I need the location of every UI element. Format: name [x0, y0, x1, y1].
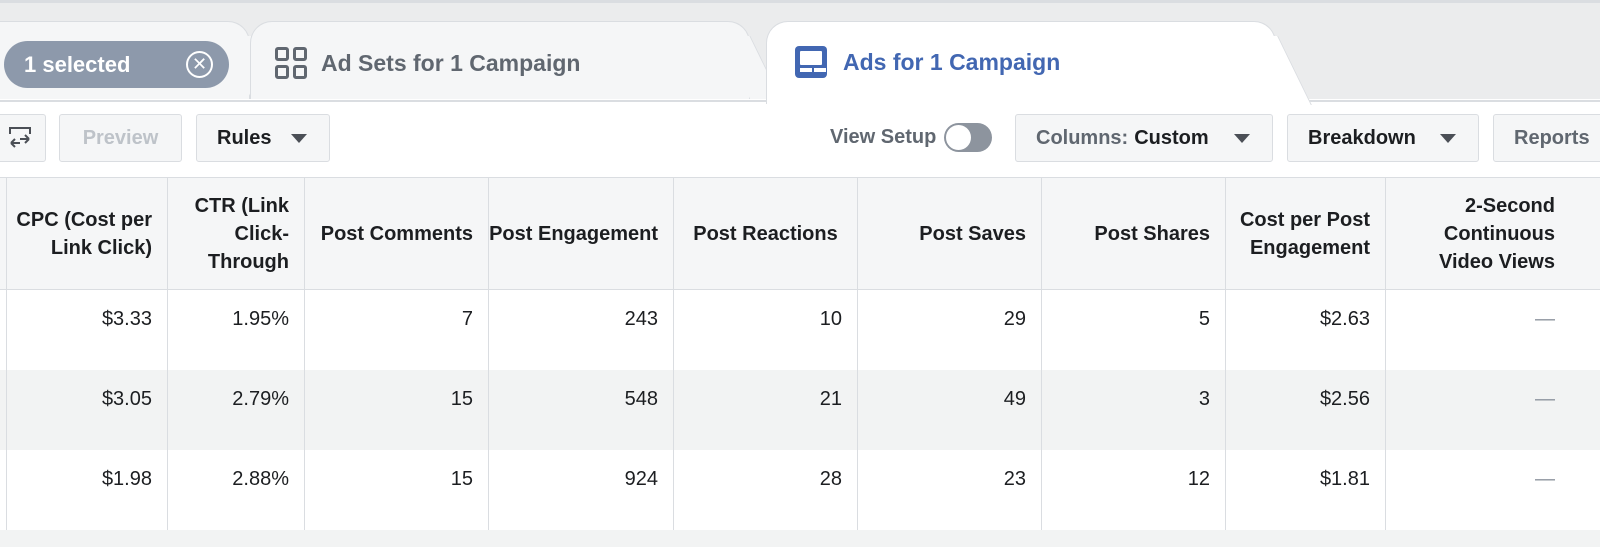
- table-cell: 924: [488, 450, 673, 530]
- rules-dropdown[interactable]: Rules: [196, 114, 330, 162]
- column-header[interactable]: Post Comments: [304, 178, 488, 289]
- tab-ads[interactable]: [766, 21, 1276, 104]
- table-cell: 3: [1041, 370, 1225, 450]
- table-cell: $1.98: [6, 450, 167, 530]
- export-button[interactable]: [0, 114, 46, 162]
- ad-icon: [795, 46, 827, 78]
- columns-prefix: Columns:: [1036, 126, 1129, 149]
- table-cell: 7: [304, 290, 488, 370]
- table-cell: 2.79%: [167, 370, 304, 450]
- table-cell: 243: [488, 290, 673, 370]
- breakdown-dropdown[interactable]: Breakdown: [1287, 114, 1479, 162]
- table-cell: 23: [857, 450, 1041, 530]
- table-cell: 12: [1041, 450, 1225, 530]
- table-cell: $3.33: [6, 290, 167, 370]
- tab-ad-sets-label: Ad Sets for 1 Campaign: [321, 49, 581, 76]
- tab-ads-label-wrap[interactable]: Ads for 1 Campaign: [795, 46, 1060, 78]
- breakdown-label: Breakdown: [1308, 126, 1416, 149]
- table-header: CPC (Cost per Link Click) CTR (Link Clic…: [0, 178, 1600, 290]
- view-setup-label: View Setup: [830, 126, 937, 148]
- export-arrows-icon: [9, 127, 31, 148]
- view-setup: View Setup: [830, 123, 993, 152]
- toggle-knob: [945, 124, 973, 151]
- table-cell: $2.63: [1225, 290, 1385, 370]
- column-header[interactable]: Post Engagement: [488, 178, 673, 289]
- column-header[interactable]: Post Shares: [1041, 178, 1225, 289]
- clear-selection-icon[interactable]: ✕: [186, 51, 213, 78]
- table-cell: 21: [673, 370, 857, 450]
- table-cell: 5: [1041, 290, 1225, 370]
- columns-value: Custom: [1134, 126, 1209, 149]
- selected-count-label: 1 selected: [24, 51, 131, 77]
- preview-button[interactable]: Preview: [59, 114, 182, 162]
- caret-down-icon: [291, 134, 307, 143]
- column-header[interactable]: CPC (Cost per Link Click): [6, 178, 167, 289]
- table-cell: 1.95%: [167, 290, 304, 370]
- table-cell: 15: [304, 370, 488, 450]
- table-cell: —: [1385, 450, 1570, 530]
- table-cell: 49: [857, 370, 1041, 450]
- columns-dropdown[interactable]: Columns: Custom: [1015, 114, 1273, 162]
- caret-down-icon: [1440, 134, 1456, 143]
- tab-ads-label: Ads for 1 Campaign: [843, 48, 1061, 75]
- ads-table: CPC (Cost per Link Click) CTR (Link Clic…: [0, 177, 1600, 547]
- table-row[interactable]: $3.05 2.79% 15 548 21 49 3 $2.56 —: [0, 370, 1600, 450]
- tab-ad-sets-label-wrap[interactable]: Ad Sets for 1 Campaign: [275, 47, 580, 79]
- table-cell: $3.05: [6, 370, 167, 450]
- column-header[interactable]: Cost per Post Engagement: [1225, 178, 1385, 289]
- view-setup-toggle[interactable]: [944, 123, 993, 152]
- toolbar: Preview Rules View Setup Columns: Custom…: [0, 99, 1600, 177]
- column-header[interactable]: CTR (Link Click-Through: [167, 178, 304, 289]
- table-cell: 28: [673, 450, 857, 530]
- rules-label: Rules: [217, 126, 272, 149]
- tab-ad-sets[interactable]: [250, 21, 750, 103]
- selection-pill[interactable]: 1 selected ✕: [4, 41, 229, 88]
- grid-icon: [275, 47, 307, 79]
- table-row-partial[interactable]: [0, 530, 1600, 547]
- table-cell: 15: [304, 450, 488, 530]
- caret-down-icon: [1234, 134, 1250, 143]
- level-tab-strip: 1 selected ✕ Ad Sets for 1 Campaign Ads …: [0, 0, 1600, 104]
- column-header[interactable]: Post Reactions: [673, 178, 857, 289]
- table-cell: 10: [673, 290, 857, 370]
- table-cell: $2.56: [1225, 370, 1385, 450]
- table-cell: $1.81: [1225, 450, 1385, 530]
- table-cell: 548: [488, 370, 673, 450]
- column-header[interactable]: 2-Second Continuous Video Views: [1385, 178, 1570, 289]
- reports-label: Reports: [1514, 126, 1590, 149]
- reports-dropdown[interactable]: Reports: [1493, 114, 1600, 162]
- table-row[interactable]: $1.98 2.88% 15 924 28 23 12 $1.81 —: [0, 450, 1600, 530]
- table-cell: —: [1385, 290, 1570, 370]
- table-row[interactable]: $3.33 1.95% 7 243 10 29 5 $2.63 —: [0, 290, 1600, 370]
- table-cell: 29: [857, 290, 1041, 370]
- table-cell: 2.88%: [167, 450, 304, 530]
- table-cell: —: [1385, 370, 1570, 450]
- column-header[interactable]: Post Saves: [857, 178, 1041, 289]
